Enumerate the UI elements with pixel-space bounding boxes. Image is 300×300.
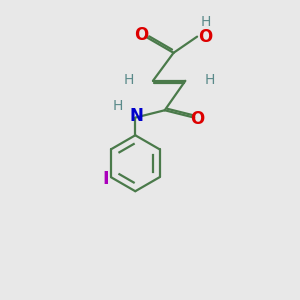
- Text: O: O: [134, 26, 148, 44]
- Text: H: H: [205, 73, 215, 87]
- Text: I: I: [102, 170, 109, 188]
- Text: H: H: [123, 73, 134, 87]
- Text: H: H: [201, 15, 211, 29]
- Text: H: H: [113, 99, 124, 113]
- Text: N: N: [130, 107, 144, 125]
- Text: O: O: [199, 28, 213, 46]
- Text: O: O: [190, 110, 204, 128]
